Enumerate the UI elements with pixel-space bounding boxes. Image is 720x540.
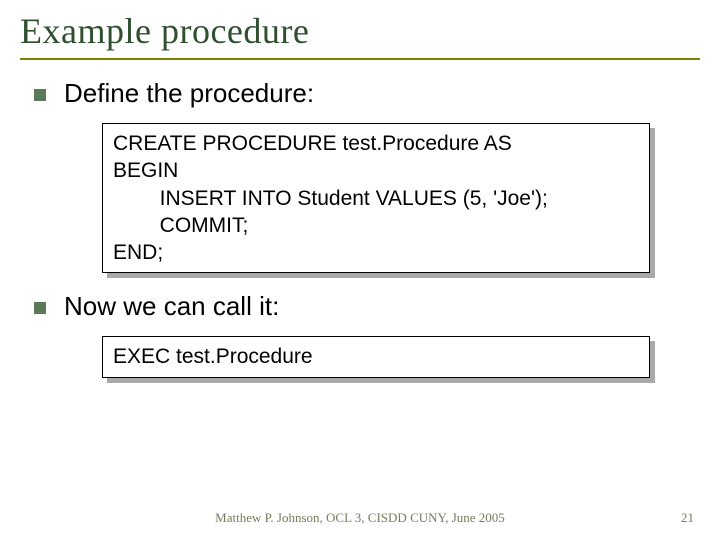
code-block-2: EXEC test.Procedure [102, 336, 650, 377]
bullet-square-icon [34, 89, 46, 101]
title-underline [20, 58, 700, 60]
footer-text: Matthew P. Johnson, OCL 3, CISDD CUNY, J… [0, 510, 720, 526]
code-content: CREATE PROCEDURE test.Procedure AS BEGIN… [102, 123, 650, 273]
slide-title: Example procedure [20, 10, 700, 52]
bullet-item: Now we can call it: [34, 291, 700, 322]
code-block-1: CREATE PROCEDURE test.Procedure AS BEGIN… [102, 123, 650, 273]
bullet-item: Define the procedure: [34, 78, 700, 109]
slide: Example procedure Define the procedure: … [0, 0, 720, 540]
bullet-text: Define the procedure: [64, 78, 314, 109]
page-number: 21 [681, 510, 694, 526]
bullet-text: Now we can call it: [64, 291, 279, 322]
code-content: EXEC test.Procedure [102, 336, 650, 377]
bullet-square-icon [34, 302, 46, 314]
